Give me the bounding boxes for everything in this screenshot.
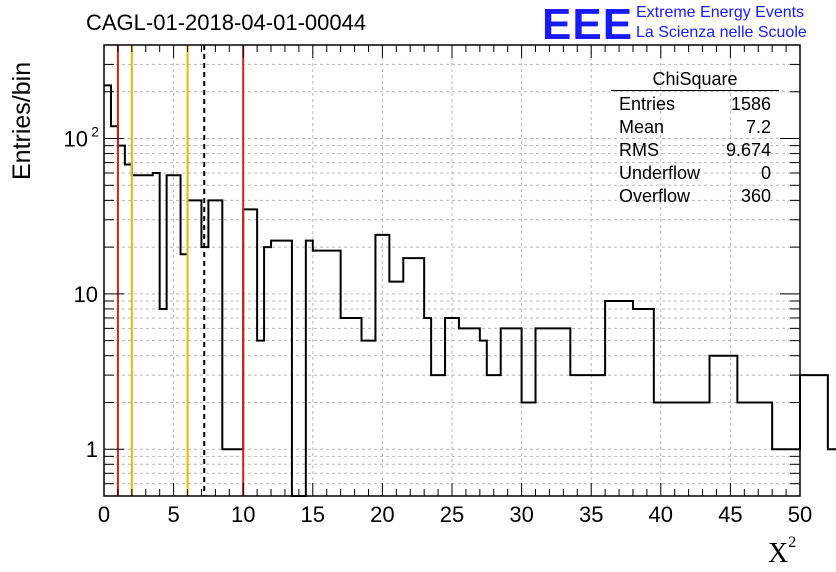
stats-row: Underflow 0: [611, 162, 779, 185]
x-tick-label: 5: [167, 502, 179, 527]
stats-label: Entries: [619, 94, 676, 114]
x-tick-label: 40: [649, 502, 673, 527]
y-tick-label: 10: [74, 282, 98, 307]
x-tick-label: 20: [370, 502, 394, 527]
stats-value: 7.2: [745, 117, 771, 137]
stats-row: Overflow 360: [611, 185, 779, 208]
y-axis-label: Entries/bin: [8, 61, 36, 180]
x-tick-label: 30: [509, 502, 533, 527]
stats-row: Mean 7.2: [611, 116, 779, 139]
eee-subtitle-line2: La Scienza nelle Scuole: [636, 24, 807, 41]
x-tick-label: 15: [301, 502, 325, 527]
histogram-outline: [104, 84, 836, 497]
stats-value: 1586: [730, 94, 771, 114]
x-axis-label-superscript: 2: [788, 534, 797, 551]
stats-row: Entries 1586: [611, 93, 779, 116]
stats-title: ChiSquare: [611, 68, 779, 91]
x-tick-label: 10: [231, 502, 255, 527]
stats-label: Overflow: [619, 186, 691, 206]
stats-box: ChiSquare Entries 1586 Mean 7.2 RMS 9.674 U…: [611, 68, 779, 208]
x-tick-label: 0: [98, 502, 110, 527]
stats-value: 0: [760, 163, 771, 183]
y-tick-label: 10: [64, 127, 88, 152]
eee-logo: EEE: [542, 0, 634, 49]
reference-lines: [116, 45, 245, 496]
stats-value: 9.674: [725, 140, 771, 160]
stats-label: Mean: [619, 117, 665, 137]
y-tick-label: 1: [86, 437, 98, 462]
histogram-bars: [104, 84, 836, 497]
x-axis-label: X2: [768, 534, 796, 570]
stats-label: Underflow: [619, 163, 701, 183]
x-tick-label: 25: [440, 502, 464, 527]
grid-lines: [104, 44, 800, 496]
eee-subtitle-line1: Extreme Energy Events: [636, 4, 805, 21]
stats-row: RMS 9.674: [611, 139, 779, 162]
x-tick-label: 35: [579, 502, 603, 527]
stats-value: 360: [740, 186, 771, 206]
x-tick-label: 50: [788, 502, 812, 527]
y-tick-label-exponent: 2: [91, 124, 99, 140]
x-axis-label-text: X: [768, 538, 789, 569]
stats-label: RMS: [619, 140, 659, 160]
axis-ticks: [103, 44, 801, 497]
x-tick-labels: 0 5 10 15 20 25 30 35 40 45 50: [98, 502, 812, 527]
chart-title: CAGL-01-2018-04-01-00044: [86, 10, 367, 35]
x-tick-label: 45: [718, 502, 742, 527]
